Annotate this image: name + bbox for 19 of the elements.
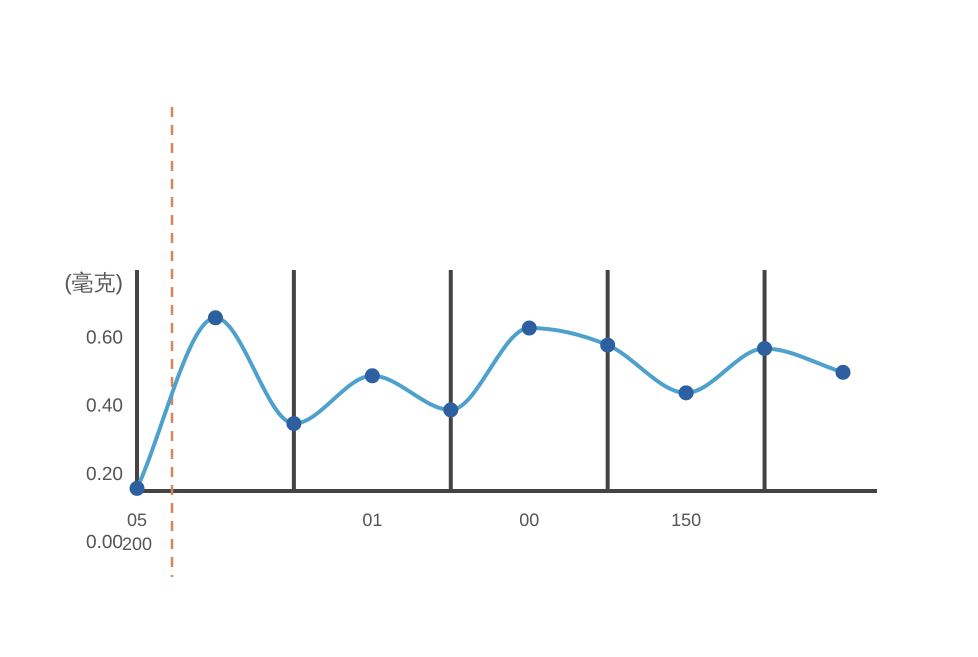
point — [286, 416, 302, 432]
point — [836, 364, 850, 380]
y-tick-label: 0.00 — [86, 532, 123, 554]
y-axis-title: (毫克) — [64, 270, 123, 296]
y-tick-label: 0.20 — [86, 464, 123, 485]
y-tick-label: 0.40 — [86, 396, 123, 417]
point — [364, 368, 380, 384]
x-tick-label: 00 — [519, 510, 540, 530]
x-tick-label: 150 — [671, 510, 702, 530]
point — [130, 480, 144, 496]
y-tick-label: 0.60 — [86, 327, 123, 348]
point — [678, 385, 694, 400]
x-tick-label: 05 200 — [122, 510, 152, 554]
point — [522, 320, 537, 336]
point — [600, 338, 616, 353]
x-tick-label: 01 — [362, 510, 382, 530]
point — [757, 340, 772, 356]
point — [443, 402, 458, 418]
point — [208, 310, 223, 326]
